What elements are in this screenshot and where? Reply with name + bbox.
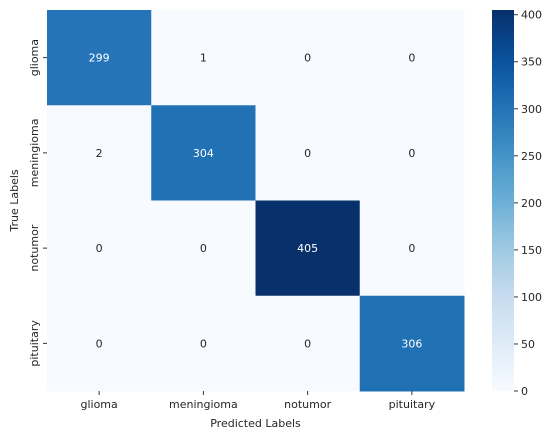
colorbar-tick-label: 300 [521,103,542,116]
colorbar-tick-label: 200 [521,197,542,210]
y-tick-label: meningioma [28,119,41,188]
x-tick-label: notumor [284,398,331,411]
heatmap-cell [151,105,256,201]
cell-value-label: 405 [297,242,318,255]
x-tick-label: meningioma [169,398,238,411]
colorbar-tick-label: 350 [521,56,542,69]
x-tick-label: pituitary [389,398,436,411]
x-tick-label: glioma [80,398,117,411]
heatmap-cell [47,10,152,106]
cell-value-label: 0 [200,242,207,255]
colorbar-tick-label: 150 [521,244,542,257]
heatmap-cell [47,200,152,297]
heatmap-cell [359,200,465,297]
y-axis-label: True Labels [8,169,21,233]
heatmap-cell [47,295,152,392]
x-axis-label: Predicted Labels [210,417,301,430]
cell-value-label: 0 [96,242,103,255]
heatmap-cell [359,105,465,201]
heatmap-cell [255,105,361,201]
colorbar-tick-label: 400 [521,9,542,22]
heatmap-cell [255,295,361,392]
y-tick-label: glioma [28,39,41,76]
cell-value-label: 0 [96,337,103,350]
heatmap-cell [151,10,256,106]
colorbar-tick-label: 50 [521,338,535,351]
colorbar-tick-label: 0 [521,385,528,398]
y-tick-label: notumor [28,224,41,271]
cell-value-label: 299 [89,52,110,65]
y-tick-label: pituitary [28,320,41,367]
cell-value-label: 0 [304,52,311,65]
cell-value-label: 0 [200,337,207,350]
cell-value-label: 306 [401,337,422,350]
cell-value-label: 304 [193,147,214,160]
colorbar [492,10,514,391]
heatmap-cell [255,10,361,106]
colorbar-tick-label: 100 [521,291,542,304]
cell-value-label: 2 [96,147,103,160]
heatmap-cell [255,200,361,297]
cell-value-label: 0 [408,52,415,65]
colorbar-tick-label: 250 [521,150,542,163]
heatmap-cell [151,200,256,297]
heatmap-cell [359,10,465,106]
heatmap-cell [359,295,465,392]
cell-value-label: 0 [304,147,311,160]
cell-value-label: 0 [304,337,311,350]
heatmap-cell [47,105,152,201]
heatmap-cell [151,295,256,392]
cell-value-label: 0 [408,147,415,160]
cell-value-label: 0 [408,242,415,255]
cell-value-label: 1 [200,52,207,65]
